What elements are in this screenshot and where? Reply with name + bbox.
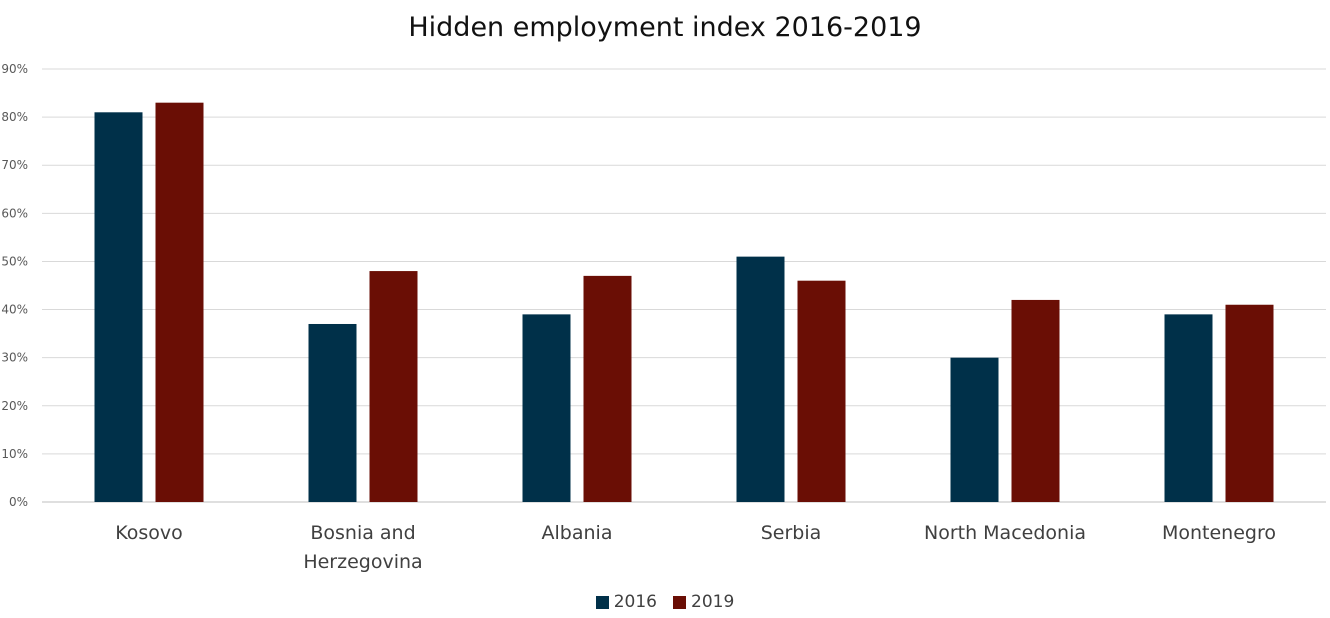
bar-2016	[1164, 314, 1213, 502]
legend-item-2019: 2019	[673, 592, 734, 612]
bar-2016	[522, 314, 571, 502]
legend-swatch-2016	[595, 595, 609, 609]
bars	[94, 102, 1274, 503]
x-category-label: Serbia	[761, 522, 822, 544]
bar-chart: 0% 10% 20% 30% 40% 50% 60% 70% 80% 90% Kosovo Bosn…	[1, 62, 1326, 573]
legend-label-2016: 2016	[613, 592, 657, 612]
bar-2016	[94, 112, 143, 503]
bar-2016	[950, 357, 999, 502]
bar-2019	[583, 275, 632, 502]
y-axis-ticks: 0% 10% 20% 30% 40% 50% 60% 70% 80% 90%	[1, 62, 28, 509]
bar-2016	[736, 256, 785, 502]
y-tick-label: 80%	[1, 110, 28, 124]
bar-2016	[308, 323, 357, 502]
bar-2019	[797, 280, 846, 502]
bar-2019	[155, 102, 204, 502]
y-tick-label: 20%	[1, 399, 28, 413]
y-tick-label: 60%	[1, 206, 28, 220]
legend-swatch-2019	[673, 595, 686, 609]
legend-label-2019: 2019	[691, 592, 735, 612]
gridlines	[42, 68, 1326, 503]
x-category-label: Kosovo	[115, 522, 183, 544]
y-tick-label: 10%	[1, 447, 28, 461]
bar-2019	[1225, 304, 1274, 502]
bar-2019	[369, 271, 418, 502]
y-tick-label: 40%	[1, 303, 28, 317]
y-tick-label: 90%	[1, 62, 28, 76]
y-tick-label: 0%	[9, 495, 28, 509]
x-category-label: Albania	[542, 522, 613, 544]
y-tick-label: 70%	[1, 158, 28, 172]
bar-2019	[1011, 299, 1060, 502]
legend: 2016 2019	[0, 592, 1330, 612]
x-axis-categories: Kosovo Bosnia and Herzegovina Albania Serbia…	[115, 522, 1276, 573]
y-tick-label: 50%	[1, 254, 28, 268]
y-tick-label: 30%	[1, 351, 28, 365]
x-category-label: North Macedonia	[924, 522, 1086, 544]
chart-title: Hidden employment index 2016-2019	[408, 12, 922, 43]
legend-item-2016: 2016	[595, 592, 657, 612]
x-category-label: Montenegro	[1162, 522, 1276, 544]
x-category-label: Bosnia and Herzegovina	[303, 522, 422, 573]
